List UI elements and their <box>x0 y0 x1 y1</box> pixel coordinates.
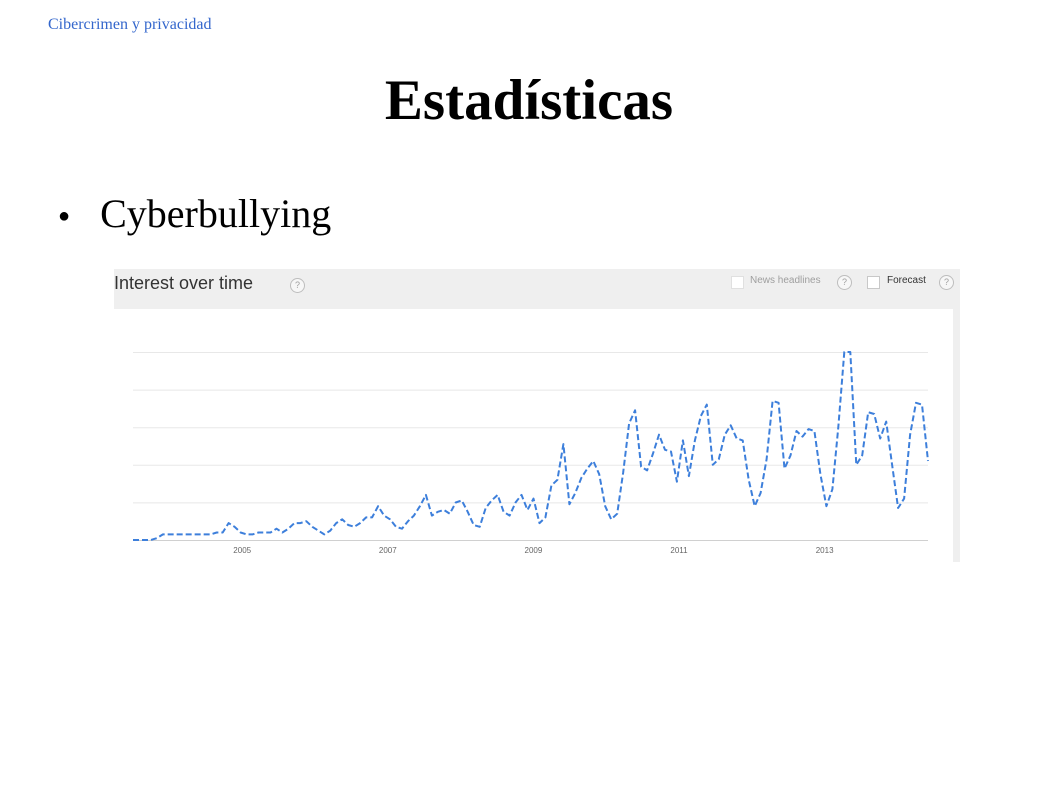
x-tick-label: 2013 <box>816 546 834 555</box>
slide-title: Estadísticas <box>384 69 674 132</box>
forecast-checkbox[interactable] <box>867 276 880 289</box>
x-tick-label: 2011 <box>670 546 688 555</box>
bullet-dot-icon: ● <box>58 205 71 227</box>
x-tick-label: 2005 <box>233 546 251 555</box>
widget-title: Interest over time <box>114 273 254 293</box>
news-headlines-label: News headlines <box>750 275 821 286</box>
forecast-label: Forecast <box>887 275 926 286</box>
bullet-item: ● Cyberbullying <box>58 190 331 237</box>
x-tick-label: 2007 <box>379 546 397 555</box>
header-link[interactable]: Cibercrimen y privacidad <box>48 16 212 33</box>
series-line <box>133 351 929 541</box>
title-help-icon[interactable]: ? <box>290 278 305 293</box>
interest-over-time-widget: Interest over time ? News headlines ? Fo… <box>114 269 960 562</box>
forecast-help-icon[interactable]: ? <box>939 275 954 290</box>
news-headlines-checkbox[interactable] <box>731 276 744 289</box>
widget-header: Interest over time ? News headlines ? Fo… <box>114 269 960 309</box>
x-tick-label: 2009 <box>525 546 543 555</box>
news-headlines-help-icon[interactable]: ? <box>837 275 852 290</box>
chart-right-rule <box>953 309 960 562</box>
bullet-text: Cyberbullying <box>100 191 332 236</box>
interest-chart: 2005 2007 2009 2011 2013 <box>133 351 929 555</box>
